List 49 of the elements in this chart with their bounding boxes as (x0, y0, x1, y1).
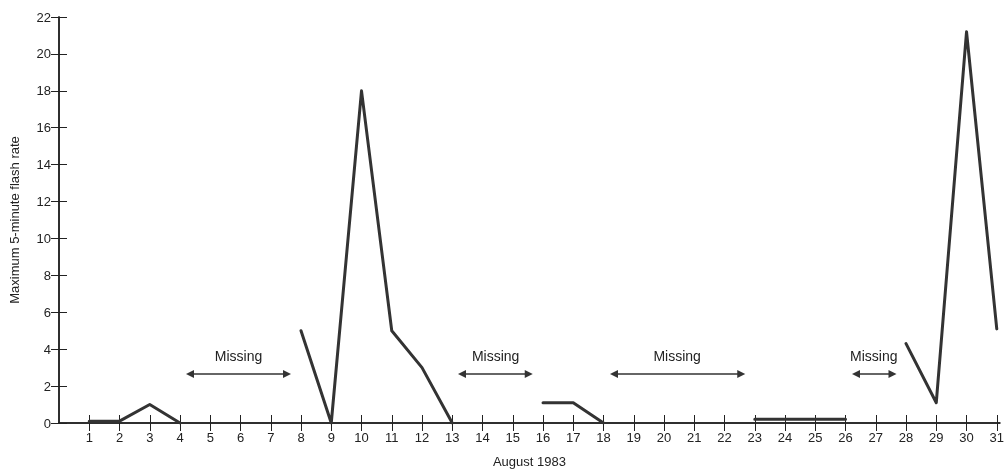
x-tick-label: 14 (475, 430, 490, 445)
y-axis-title: Maximum 5-minute flash rate (7, 136, 22, 304)
x-tick-label: 21 (687, 430, 702, 445)
y-tick-label: 22 (36, 9, 51, 25)
x-tick-label: 2 (115, 430, 124, 445)
x-tick-label: 10 (354, 430, 369, 445)
y-tick-label: 6 (43, 304, 51, 320)
x-tick-label: 20 (656, 430, 672, 445)
y-tick-label: 8 (43, 267, 51, 283)
x-tick-label: 11 (385, 430, 399, 445)
annotation: Missing (652, 348, 702, 364)
x-tick-label: 5 (206, 430, 214, 445)
x-tick-label: 3 (146, 430, 154, 445)
x-tick-label: 8 (297, 430, 305, 445)
annotation: Missing (213, 348, 264, 364)
x-tick-label: 17 (566, 430, 581, 445)
x-tick-label: 7 (267, 430, 275, 445)
x-tick-label: 23 (747, 430, 762, 445)
x-tick-label: 29 (929, 430, 944, 445)
x-tick-label: 6 (236, 430, 245, 445)
annotation: Missing (470, 348, 521, 364)
annotation: Missing (849, 348, 899, 364)
x-tick-label: 9 (327, 430, 335, 445)
y-tick-label: 18 (36, 83, 51, 99)
x-tick-label: 24 (777, 430, 793, 445)
x-tick-label: 19 (626, 430, 641, 445)
x-tick-label: 28 (898, 430, 914, 445)
x-tick-label: 4 (176, 430, 184, 445)
y-tick-label: 12 (36, 194, 51, 210)
x-tick-label: 31 (989, 430, 1005, 445)
x-tick-label: 30 (959, 430, 974, 445)
x-tick-label: 16 (535, 430, 551, 445)
x-tick-label: 26 (838, 430, 853, 445)
y-tick-label: 0 (43, 415, 51, 431)
x-tick-label: 18 (596, 430, 611, 445)
x-axis-title: August 1983 (492, 454, 566, 469)
x-tick-label: 15 (505, 430, 520, 445)
x-tick-label: 13 (445, 430, 460, 445)
y-tick-label: 20 (36, 46, 51, 62)
x-tick-label: 12 (414, 430, 430, 445)
x-tick-label: 27 (868, 430, 884, 445)
x-tick-label: 25 (808, 430, 823, 445)
x-tick-label: 22 (717, 430, 732, 445)
y-tick-label: 10 (36, 230, 51, 246)
y-tick-label: 16 (36, 120, 51, 136)
y-tick-label: 2 (43, 378, 51, 394)
y-tick-label: 4 (43, 341, 51, 357)
x-tick-label: 1 (85, 430, 93, 445)
y-tick-label: 14 (36, 157, 51, 173)
